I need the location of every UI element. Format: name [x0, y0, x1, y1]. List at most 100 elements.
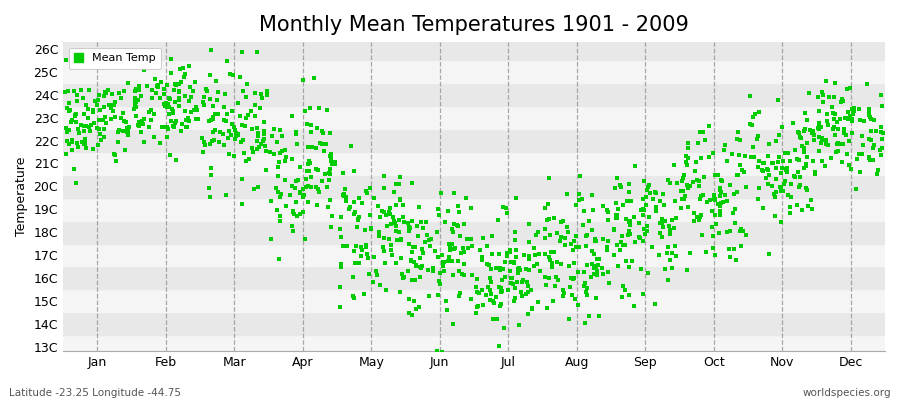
Point	[862, 154, 877, 160]
Point	[202, 72, 217, 78]
Point	[546, 249, 561, 256]
Point	[543, 232, 557, 239]
Point	[503, 268, 517, 274]
Point	[489, 265, 503, 272]
Point	[833, 141, 848, 147]
Point	[769, 188, 783, 195]
Point	[376, 244, 391, 250]
Point	[772, 184, 787, 190]
Point	[70, 140, 85, 146]
Point	[364, 225, 378, 232]
Point	[396, 202, 410, 208]
Point	[827, 124, 842, 130]
Point	[296, 194, 310, 200]
Point	[96, 117, 111, 123]
Point	[692, 217, 706, 224]
Point	[148, 75, 162, 82]
Point	[680, 266, 695, 273]
Point	[305, 144, 320, 150]
Point	[372, 229, 386, 235]
Point	[508, 254, 523, 260]
Point	[705, 208, 719, 215]
Point	[351, 216, 365, 222]
Point	[713, 185, 727, 191]
Bar	[63, 244, 885, 266]
Point	[333, 226, 347, 232]
Point	[151, 84, 166, 90]
Point	[731, 171, 745, 178]
Point	[82, 124, 96, 130]
Point	[800, 140, 814, 146]
Point	[288, 184, 302, 191]
Point	[634, 206, 649, 213]
Point	[157, 86, 171, 92]
Point	[538, 235, 553, 242]
Point	[681, 145, 696, 151]
Point	[499, 205, 513, 211]
Point	[656, 224, 670, 230]
Point	[404, 312, 419, 318]
Point	[289, 178, 303, 184]
Point	[224, 108, 238, 115]
Point	[58, 125, 73, 131]
Point	[683, 249, 698, 256]
Bar	[63, 106, 885, 129]
Point	[91, 97, 105, 103]
Point	[677, 195, 691, 202]
Point	[767, 190, 781, 197]
Point	[840, 86, 854, 92]
Point	[811, 125, 825, 132]
Point	[522, 239, 536, 245]
Point	[617, 287, 632, 294]
Point	[484, 266, 499, 272]
Point	[159, 124, 174, 130]
Point	[580, 262, 595, 268]
Point	[360, 251, 374, 257]
Point	[679, 153, 693, 159]
Point	[356, 291, 371, 298]
Point	[874, 152, 888, 158]
Point	[68, 113, 82, 120]
Point	[585, 261, 599, 267]
Point	[315, 127, 329, 134]
Point	[202, 140, 217, 147]
Point	[359, 188, 374, 194]
Point	[508, 295, 523, 302]
Point	[108, 99, 122, 106]
Point	[273, 218, 287, 225]
Point	[392, 229, 407, 236]
Point	[361, 255, 375, 261]
Point	[871, 167, 886, 173]
Point	[766, 160, 780, 166]
Point	[340, 243, 355, 249]
Point	[169, 156, 184, 163]
Point	[472, 290, 487, 296]
Point	[164, 56, 178, 62]
Point	[165, 106, 179, 113]
Point	[696, 192, 710, 198]
Point	[302, 183, 316, 189]
Point	[248, 90, 262, 97]
Point	[609, 212, 624, 218]
Point	[446, 320, 461, 327]
Point	[765, 183, 779, 189]
Point	[831, 148, 845, 154]
Point	[297, 192, 311, 198]
Point	[303, 122, 318, 128]
Point	[217, 103, 231, 110]
Point	[212, 128, 227, 135]
Point	[147, 111, 161, 118]
Point	[114, 115, 129, 122]
Point	[628, 163, 643, 169]
Point	[198, 142, 212, 148]
Point	[815, 135, 830, 142]
Point	[539, 305, 554, 312]
Point	[289, 198, 303, 205]
Point	[336, 170, 350, 176]
Point	[393, 174, 408, 180]
Point	[509, 354, 524, 360]
Point	[736, 228, 751, 234]
Point	[814, 89, 829, 95]
Point	[129, 98, 143, 105]
Point	[373, 282, 387, 288]
